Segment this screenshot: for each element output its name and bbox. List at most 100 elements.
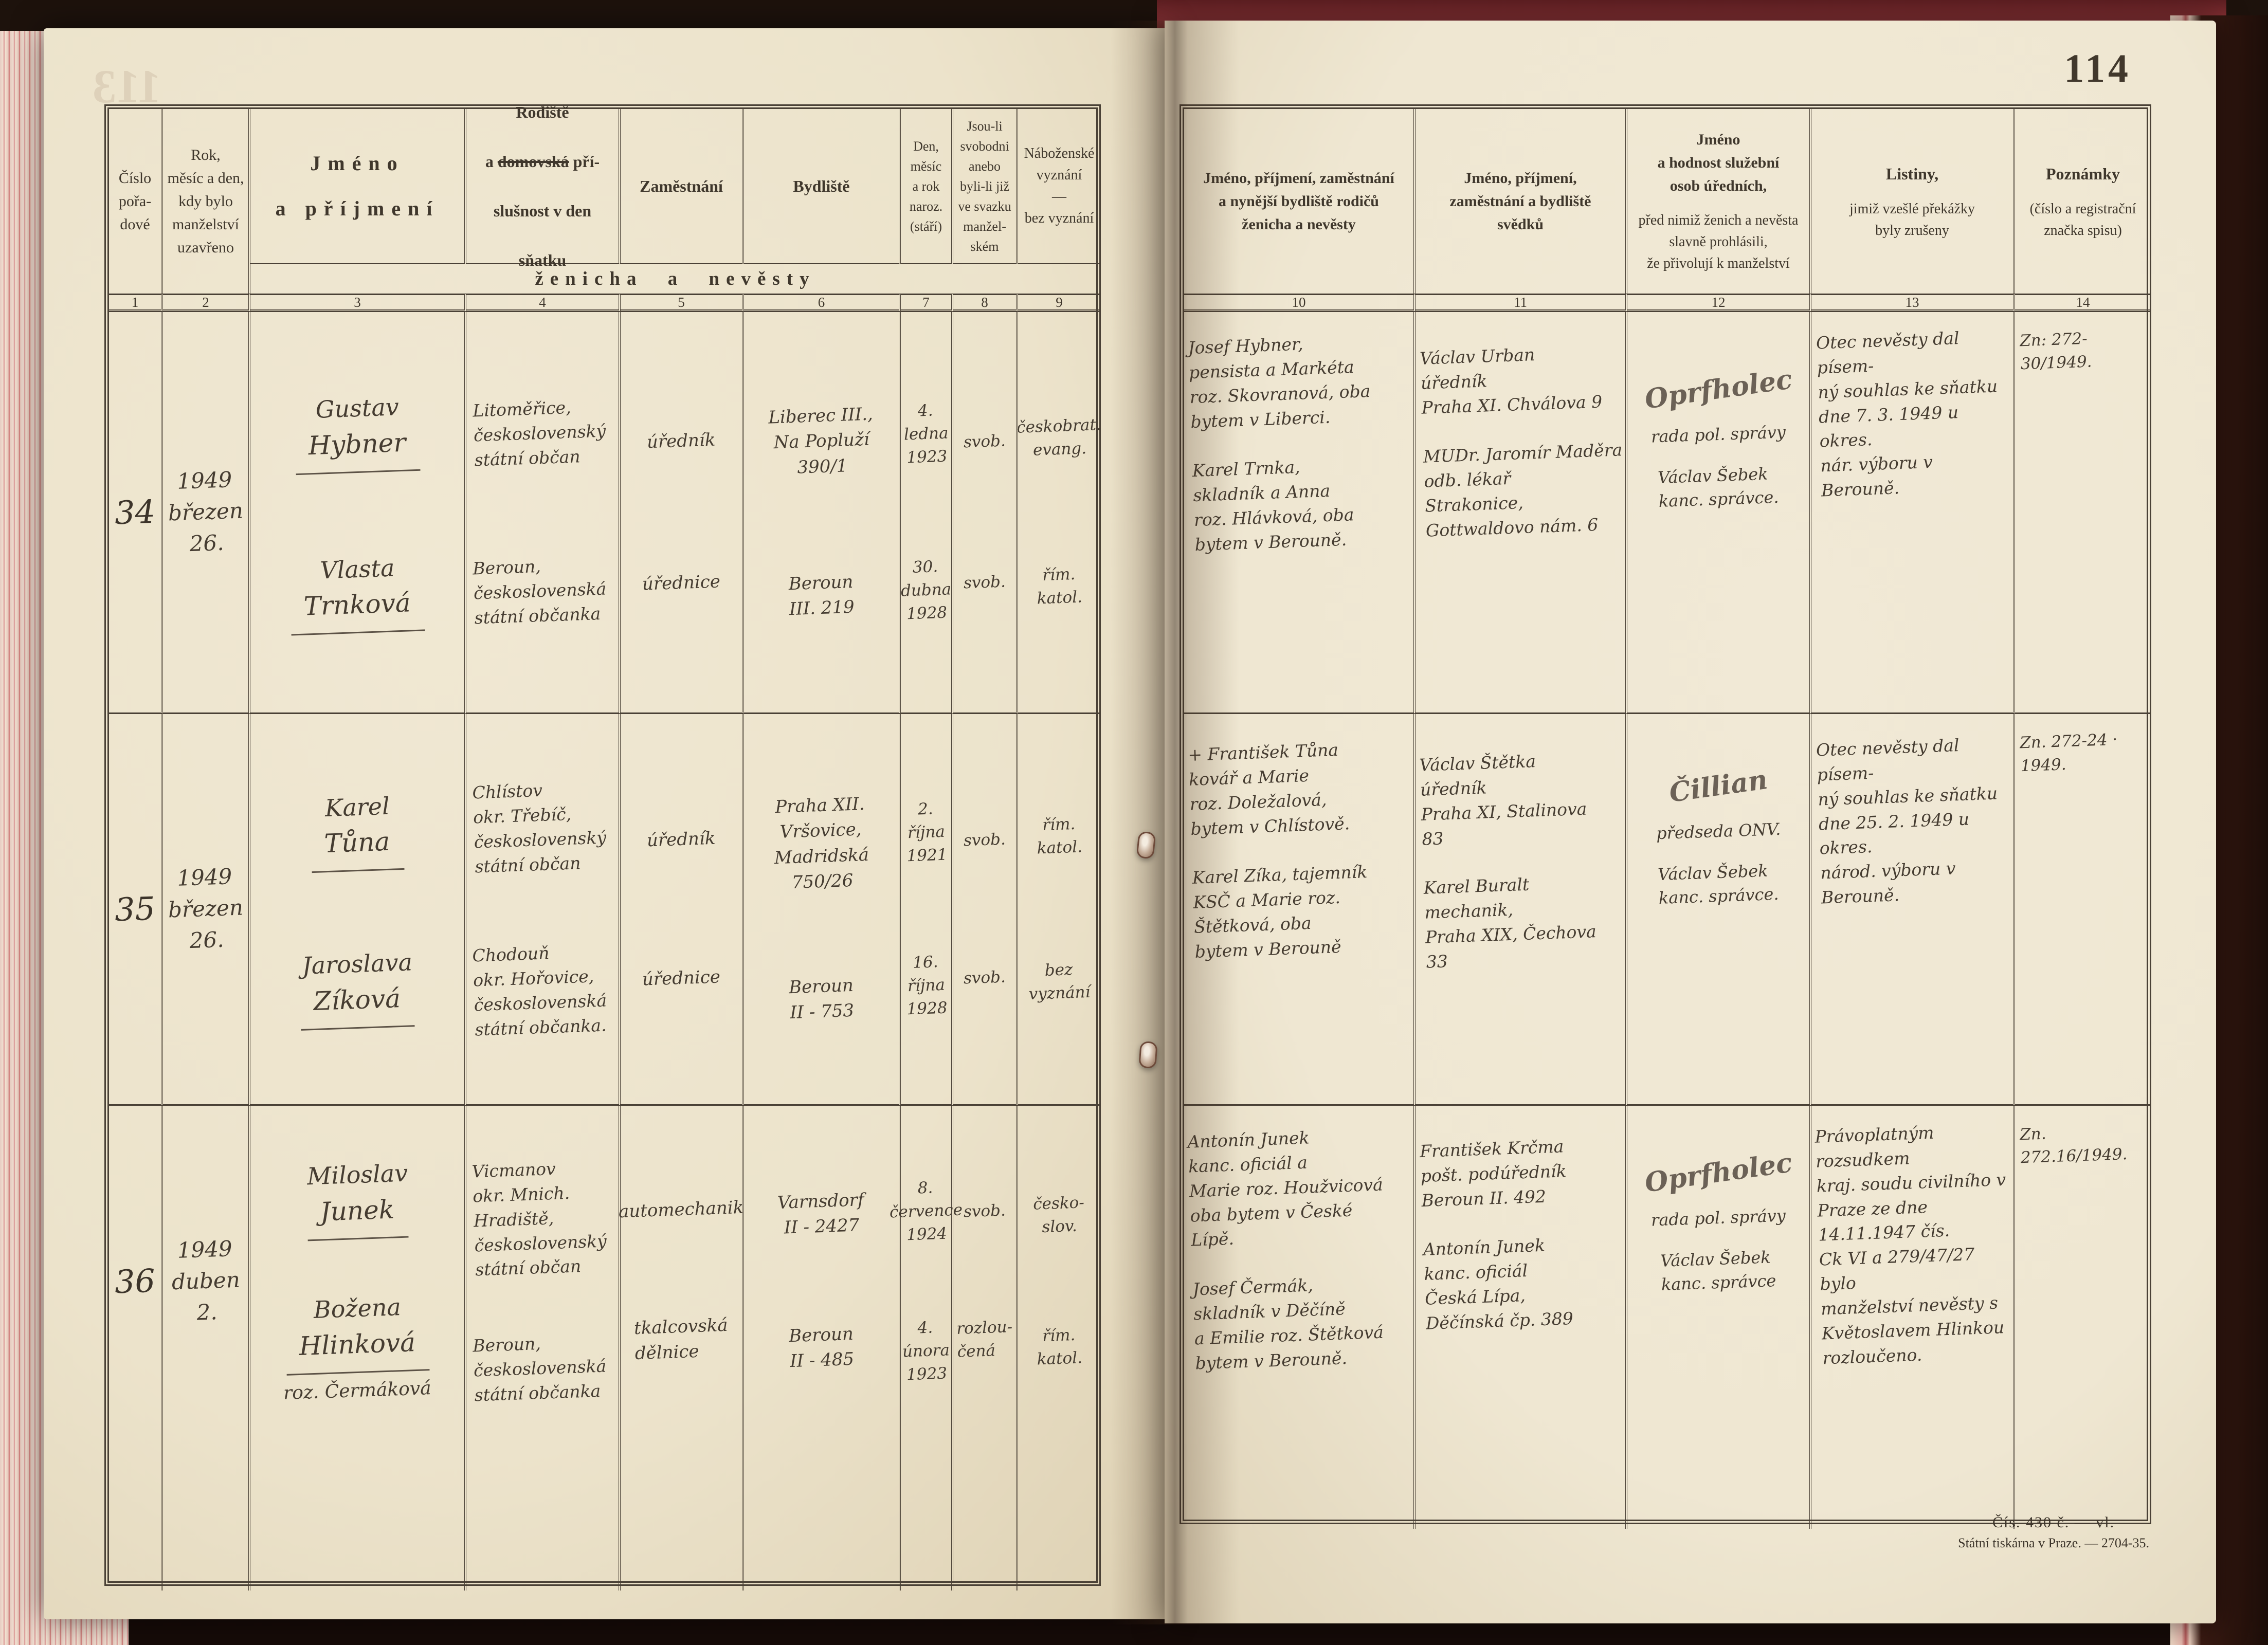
registry-note: Zn. 272-24 · 1949. (2019, 730, 2118, 776)
entry-34-residence-cell: Liberec III., Na Popluží 390/1 Beroun II… (744, 312, 901, 714)
official-clerk: Václav Šebek kanc. správce (1660, 1247, 1777, 1295)
groom-occupation: úředník (646, 828, 716, 851)
bride-residence: Beroun II - 485 (788, 1324, 855, 1372)
groom-birthdate: 4. ledna 1923 (903, 401, 949, 467)
documents-text: Otec nevěsty dal písem- ný souhlas ke sň… (1816, 327, 1998, 501)
colnum-9: 9 (1018, 294, 1100, 312)
entry-35-officials-cell: Čillian předseda ONV. Václav Šebek kanc.… (1627, 714, 1811, 1106)
col4-header: Rodiště a domovská pří- slušnost v den s… (466, 103, 621, 269)
entry-35-documents-cell: Otec nevěsty dal písem- ný souhlas ke sň… (1811, 714, 2015, 1106)
col6-header: Bydliště (744, 109, 901, 264)
groom-name: Karel Tůna (310, 790, 405, 873)
entry-number: 36 (114, 1262, 156, 1301)
groom-religion: česko- slov. (1032, 1193, 1085, 1236)
bride-birthdate: 4. února 1923 (902, 1318, 950, 1384)
bride-birthdate: 16. října 1928 (906, 953, 948, 1019)
parents-text: + František Tůna kovář a Marie roz. Dole… (1187, 739, 1368, 962)
registry-note: Zn. 272.16/1949. (2019, 1124, 2128, 1167)
col12-header-rest: před nimiž ženich a nevěsta slavně prohl… (1638, 212, 1799, 271)
entry-35-birthdate-cell: 2. října 1921 16. října 1928 (901, 714, 953, 1106)
page-number: 114 (2064, 46, 2131, 90)
bride-religion: řím. katol. (1037, 565, 1083, 608)
left-page: 113 Číslo pořa- dové Rok, měsíc a den, k… (44, 28, 1165, 1619)
entry-number: 35 (114, 889, 156, 928)
entry-36-religion-cell: česko- slov. řím. katol. (1018, 1106, 1100, 1591)
col11-header: Jméno, příjmení, zaměstnání a bydliště s… (1416, 109, 1627, 294)
colnum-6: 6 (744, 294, 901, 312)
entry-34-witnesses-cell: Václav Urban úředník Praha XI. Chválova … (1416, 312, 1627, 714)
entry-34-parents-cell: Josef Hybner, pensista a Markéta roz. Sk… (1184, 312, 1416, 714)
official-clerk: Václav Šebek kanc. správce. (1657, 464, 1780, 511)
official-signature: Oprfholec (1642, 1147, 1794, 1199)
official-title: předseda ONV. (1656, 819, 1781, 844)
bride-status: rozlou- čená (956, 1318, 1013, 1362)
bride-origin: Chodouň okr. Hořovice, československá st… (471, 943, 607, 1040)
col12-header: Jméno a hodnost služební osob úředních, … (1627, 109, 1811, 294)
entry-35-occupation-cell: úředník úřednice (621, 714, 744, 1106)
bride-occupation: tkalcovská dělnice (633, 1314, 728, 1364)
col14-header: Poznámky (číslo a registrační značka spi… (2015, 109, 2151, 294)
entry-36-occupation-cell: automechanik tkalcovská dělnice (619, 1106, 744, 1591)
col10-header: Jméno, příjmení, zaměstnání a nynější by… (1184, 109, 1416, 294)
official-signature: Oprfholec (1642, 363, 1794, 415)
bride-status: svob. (963, 572, 1006, 593)
colnum-10: 10 (1184, 294, 1416, 312)
entry-35-note-cell: Zn. 272-24 · 1949. (2015, 714, 2151, 1106)
registry-note: Zn: 272-30/1949. (2019, 329, 2093, 374)
entry-35-names-cell: Karel Tůna Jaroslava Zíková (250, 714, 466, 1106)
entry-36-parents-cell: Antonín Junek kanc. oficiál a Marie roz.… (1184, 1106, 1416, 1529)
entry-36-witnesses-cell: František Krčma pošt. podúředník Beroun … (1416, 1106, 1627, 1529)
colnum-2: 2 (163, 294, 250, 312)
entry-35-residence-cell: Praha XII. Vršovice, Madridská 750/26 Be… (744, 714, 901, 1106)
documents-text: Právoplatným rozsudkem kraj. soudu civil… (1814, 1122, 2006, 1368)
bride-origin: Beroun, československá státní občanka (472, 1333, 607, 1405)
col13-header: Listiny, jimiž vzešlé překážky byly zruš… (1811, 109, 2015, 294)
groom-occupation: úředník (646, 429, 716, 453)
col7-header: Den, měsíc a rok naroz. (stáří) (901, 109, 953, 264)
official-title: rada pol. správy (1650, 1205, 1786, 1230)
col3-header: Jméno a příjmení (250, 109, 466, 264)
colnum-5: 5 (621, 294, 744, 312)
groom-status: svob. (963, 431, 1006, 452)
bride-name: Božena Hlinková roz. Čermáková (283, 1293, 432, 1404)
groom-name: Gustav Hybner (294, 391, 421, 475)
colnum-8: 8 (953, 294, 1018, 312)
entry-35-parents-cell: + František Tůna kovář a Marie roz. Dole… (1184, 714, 1416, 1106)
entry-number: 34 (114, 492, 156, 532)
groom-origin: Litoměřice, československý státní občan (472, 397, 606, 470)
marriage-date: 1949 duben 2. (171, 1236, 241, 1325)
marriage-register-table-right: Jméno, příjmení, zaměstnání a nynější by… (1180, 104, 2151, 1529)
groom-origin: Chlístov okr. Třebíč, československý stá… (471, 780, 607, 877)
col9-header: Náboženské vyznání — bez vyznání (1018, 109, 1100, 264)
bride-status: svob. (963, 967, 1006, 988)
entry-35-religion-cell: řím. katol. bez vyznání (1018, 714, 1100, 1106)
col12-header-bold: Jméno a hodnost služební osob úředních, (1657, 131, 1780, 194)
col2-header: Rok, měsíc a den, kdy bylo manželství uz… (163, 109, 250, 294)
entry-34-date-cell: 1949 březen 26. (163, 312, 250, 714)
bride-name: Vlasta Trnková (289, 552, 425, 636)
bride-origin: Beroun, československá státní občanka (472, 556, 607, 628)
col8-header: Jsou-li svobodni anebo byli-li již ve sv… (953, 109, 1018, 264)
witnesses-text: Václav Urban úředník Praha XI. Chválova … (1419, 344, 1623, 541)
entry-34-officials-cell: Oprfholec rada pol. správy Václav Šebek … (1627, 312, 1811, 714)
entry-36-officials-cell: Oprfholec rada pol. správy Václav Šebek … (1627, 1106, 1811, 1529)
entry-36-date-cell: 1949 duben 2. (163, 1106, 250, 1591)
entry-36-origin-cell: Vicmanov okr. Mnich. Hradiště, českoslov… (466, 1106, 621, 1591)
col13-header-rest: jimiž vzešlé překážky byly zrušeny (1849, 200, 1975, 239)
bride-religion: řím. katol. (1037, 1326, 1083, 1369)
bride-residence: Beroun II - 753 (788, 975, 855, 1023)
official-clerk: Václav Šebek kanc. správce. (1657, 861, 1780, 908)
struck-word: domovská (497, 152, 569, 171)
groom-residence: Praha XII. Vršovice, Madridská 750/26 (774, 794, 870, 893)
bride-religion: bez vyznání (1028, 960, 1091, 1004)
colnum-3: 3 (250, 294, 466, 312)
groom-religion: českobrat. evang. (1016, 415, 1102, 460)
entry-36-documents-cell: Právoplatným rozsudkem kraj. soudu civil… (1811, 1106, 2015, 1529)
printer-imprint: Čís. 430 č. — vl. Státní tiskárna v Praz… (1958, 1514, 2149, 1551)
entry-34-number-cell: 34 (109, 312, 163, 714)
entry-36-note-cell: Zn. 272.16/1949. (2015, 1106, 2151, 1529)
groom-residence: Varnsdorf II - 2427 (777, 1190, 865, 1238)
groom-origin: Vicmanov okr. Mnich. Hradiště, českoslov… (471, 1158, 607, 1280)
colnum-14: 14 (2015, 294, 2151, 312)
